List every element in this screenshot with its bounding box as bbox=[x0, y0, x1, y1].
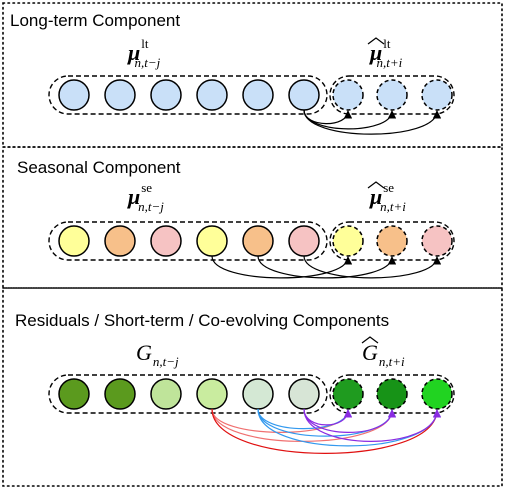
seasonal-past-label: μse n,t−j bbox=[127, 180, 164, 214]
long-term-panel bbox=[2, 2, 503, 148]
residuals-past-node-6 bbox=[288, 378, 320, 410]
residuals-arc-purple-2 bbox=[303, 408, 397, 433]
seasonal-past-node-5 bbox=[242, 225, 274, 257]
long-term-future-node-3 bbox=[421, 79, 453, 111]
seasonal-past-node-6 bbox=[288, 225, 320, 257]
long-term-past-node-3 bbox=[150, 79, 182, 111]
seasonal-hat-mark bbox=[367, 181, 385, 189]
residuals-arc-red-2 bbox=[211, 408, 393, 442]
residuals-title: Residuals / Short-term / Co-evolving Com… bbox=[15, 311, 389, 330]
seasonal-past-group bbox=[48, 221, 328, 261]
residuals-past-node-5 bbox=[242, 378, 274, 410]
long-term-past-node-4 bbox=[196, 79, 228, 111]
residuals-past-label: Gn,t−j bbox=[136, 340, 179, 369]
residuals-past-node-2 bbox=[104, 378, 136, 410]
seasonal-arc-3 bbox=[303, 255, 442, 279]
residuals-past-node-1 bbox=[58, 378, 90, 410]
residuals-future-label: Gn,t+i bbox=[362, 340, 405, 369]
seasonal-future-node-1 bbox=[332, 225, 364, 257]
residuals-past-node-4 bbox=[196, 378, 228, 410]
long-term-arc-2 bbox=[303, 109, 397, 130]
residuals-future-node-3 bbox=[421, 378, 453, 410]
residuals-panel bbox=[2, 287, 503, 487]
residuals-past-node-3 bbox=[150, 378, 182, 410]
seasonal-past-node-4 bbox=[196, 225, 228, 257]
residuals-arc-purple-3 bbox=[303, 408, 442, 442]
seasonal-future-label: μse n,t+i bbox=[369, 180, 406, 214]
seasonal-arc-1 bbox=[211, 255, 353, 279]
residuals-past-group bbox=[48, 374, 328, 414]
seasonal-past-node-3 bbox=[150, 225, 182, 257]
long-term-past-node-1 bbox=[58, 79, 90, 111]
residuals-future-node-2 bbox=[376, 378, 408, 410]
long-term-hat-mark bbox=[367, 37, 385, 45]
residuals-future-node-1 bbox=[332, 378, 364, 410]
long-term-title: Long-term Component bbox=[10, 11, 180, 30]
long-term-future-node-2 bbox=[376, 79, 408, 111]
long-term-arc-3 bbox=[303, 109, 442, 135]
seasonal-future-node-2 bbox=[376, 225, 408, 257]
residuals-hat-mark bbox=[361, 336, 379, 344]
seasonal-title: Seasonal Component bbox=[17, 158, 181, 177]
residuals-arc-red-3 bbox=[211, 408, 438, 454]
long-term-past-node-2 bbox=[104, 79, 136, 111]
long-term-past-node-6 bbox=[288, 79, 320, 111]
residuals-arc-red-1 bbox=[211, 408, 349, 433]
long-term-past-node-5 bbox=[242, 79, 274, 111]
long-term-past-label: μlt n,t−j bbox=[127, 36, 161, 70]
seasonal-past-node-1 bbox=[58, 225, 90, 257]
seasonal-past-node-2 bbox=[104, 225, 136, 257]
seasonal-future-node-3 bbox=[421, 225, 453, 257]
long-term-future-label: μlt n,t+i bbox=[369, 36, 403, 70]
seasonal-arc-2 bbox=[257, 255, 397, 279]
long-term-future-node-1 bbox=[332, 79, 364, 111]
long-term-past-group bbox=[48, 75, 328, 115]
